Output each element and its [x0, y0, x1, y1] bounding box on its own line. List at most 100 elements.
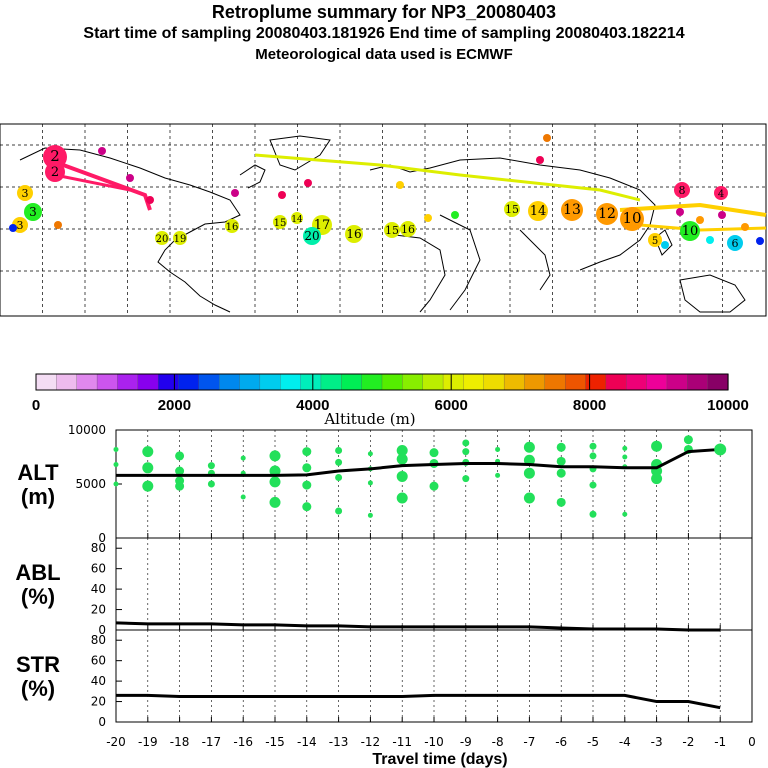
colorbar-cell: [157, 373, 180, 391]
alt-scatter-point: [622, 454, 628, 460]
plume-track: [619, 202, 767, 217]
alt-scatter-point: [142, 446, 154, 458]
colorbar-cell: [198, 373, 220, 391]
panel-series-line: [116, 447, 721, 477]
plume-dot: [400, 221, 416, 237]
alt-scatter-point: [523, 441, 535, 453]
north-america-coast: [19, 135, 331, 313]
plume-dot: [674, 182, 690, 198]
colorbar-cell: [544, 373, 566, 391]
colorbar-cell: [117, 373, 139, 391]
alt-scatter-point: [335, 447, 343, 455]
panel-ytick-label: 20: [91, 695, 106, 709]
plume-track: [54, 160, 152, 211]
plume-small-dot: [676, 208, 684, 216]
x-tick-label: -16: [233, 735, 253, 749]
plume-dot-label: 15: [505, 203, 519, 216]
colorbar-cell: [178, 373, 200, 391]
alt-scatter-point: [495, 446, 501, 452]
x-tick-label: 0: [748, 735, 756, 749]
panel-ytick-label: 60: [91, 654, 106, 668]
plume-small-dot: [54, 221, 62, 229]
alt-scatter-point: [367, 480, 373, 486]
plume-dot-label: 5: [652, 236, 658, 247]
plume-dot-label: 10: [622, 209, 641, 227]
plume-dot-label: 2: [50, 147, 60, 165]
panel-ylabel: ABL: [15, 560, 60, 585]
colorbar-cell: [341, 373, 363, 391]
plume-dot-label: 15: [385, 224, 399, 237]
plume-dot: [24, 203, 42, 221]
colorbar-cell: [137, 373, 159, 391]
plume-dot-label: 2: [51, 165, 59, 180]
colorbar-cell: [666, 373, 688, 391]
panel-ytick-label: 80: [91, 633, 106, 647]
coastlines: [19, 135, 746, 313]
abl-panel: 80 60 40 20 0 ABL(%): [15, 537, 753, 637]
colorbar-cell: [280, 373, 302, 391]
plume-dot: [384, 222, 400, 238]
colorbar-cell: [646, 373, 668, 391]
alt-scatter-point: [113, 481, 119, 487]
alt-scatter-point: [651, 440, 663, 452]
alt-scatter-point: [142, 480, 154, 492]
plume-dot-label: 16: [226, 222, 239, 233]
colorbar-cell: [503, 373, 526, 391]
plume-dot-label: 4: [718, 189, 724, 200]
plume-small-dot: [146, 196, 154, 204]
alt-endpoint: [714, 443, 727, 456]
alt-scatter-point: [462, 475, 470, 483]
x-tick-label: -4: [619, 735, 631, 749]
plume-dot-label: 3: [29, 205, 37, 219]
colorbar-cell: [565, 373, 587, 391]
alt-scatter-point: [269, 465, 281, 477]
panel-ytick-label: 40: [91, 674, 106, 688]
plume-small-dot: [126, 174, 134, 182]
plume-dot: [17, 185, 33, 201]
colorbar-cell: [605, 373, 627, 391]
alt-scatter-point: [142, 462, 154, 474]
alt-scatter-point: [335, 507, 343, 515]
x-tick-label: -12: [361, 735, 381, 749]
plume-dot: [561, 199, 583, 221]
panel-ylabel: ALT: [17, 460, 59, 485]
plume-small-dot: [278, 191, 286, 199]
colorbar-tick-label: 10000: [707, 397, 749, 414]
panel-ytick-label: 0: [98, 715, 106, 729]
met-data-note: Meteorological data used is ECMWF: [255, 46, 513, 63]
alt-scatter-point: [589, 442, 597, 450]
x-tick-label: -18: [170, 735, 190, 749]
plume-dot: [43, 145, 67, 169]
alt-scatter-point: [269, 450, 281, 462]
plume-dot-label: 20: [304, 229, 319, 243]
plume-small-dot: [304, 179, 312, 187]
plume-dot: [596, 203, 618, 225]
plume-small-dot: [543, 134, 551, 142]
colorbar-cell: [626, 373, 648, 391]
alt-scatter-point: [367, 451, 373, 457]
colorbar-cell: [442, 373, 465, 391]
plume-small-dot: [741, 223, 749, 231]
plume-dot-label: 14: [530, 204, 547, 219]
panel-ylabel-units: (%): [21, 584, 55, 609]
plume-small-dot: [396, 181, 404, 189]
alt-scatter-point: [396, 445, 408, 457]
plume-dot: [303, 227, 321, 245]
x-tick-label: -11: [392, 735, 412, 749]
alt-scatter-point: [269, 496, 281, 508]
x-tick-label: -19: [138, 735, 158, 749]
plume-small-dot: [718, 211, 726, 219]
plume-dot-label: 20: [156, 234, 169, 245]
colorbar-cell: [56, 373, 78, 391]
plume-track: [254, 153, 641, 202]
alt-scatter-point: [396, 470, 408, 482]
alt-scatter-point: [113, 462, 119, 468]
panel-ylabel: STR: [16, 652, 60, 677]
alt-scatter-point: [175, 451, 185, 461]
alt-scatter-point: [396, 492, 408, 504]
plume-small-dot: [706, 236, 714, 244]
panel-ytick-label: 0: [98, 531, 106, 545]
alt-scatter-point: [495, 472, 501, 478]
plume-dot: [155, 231, 169, 245]
